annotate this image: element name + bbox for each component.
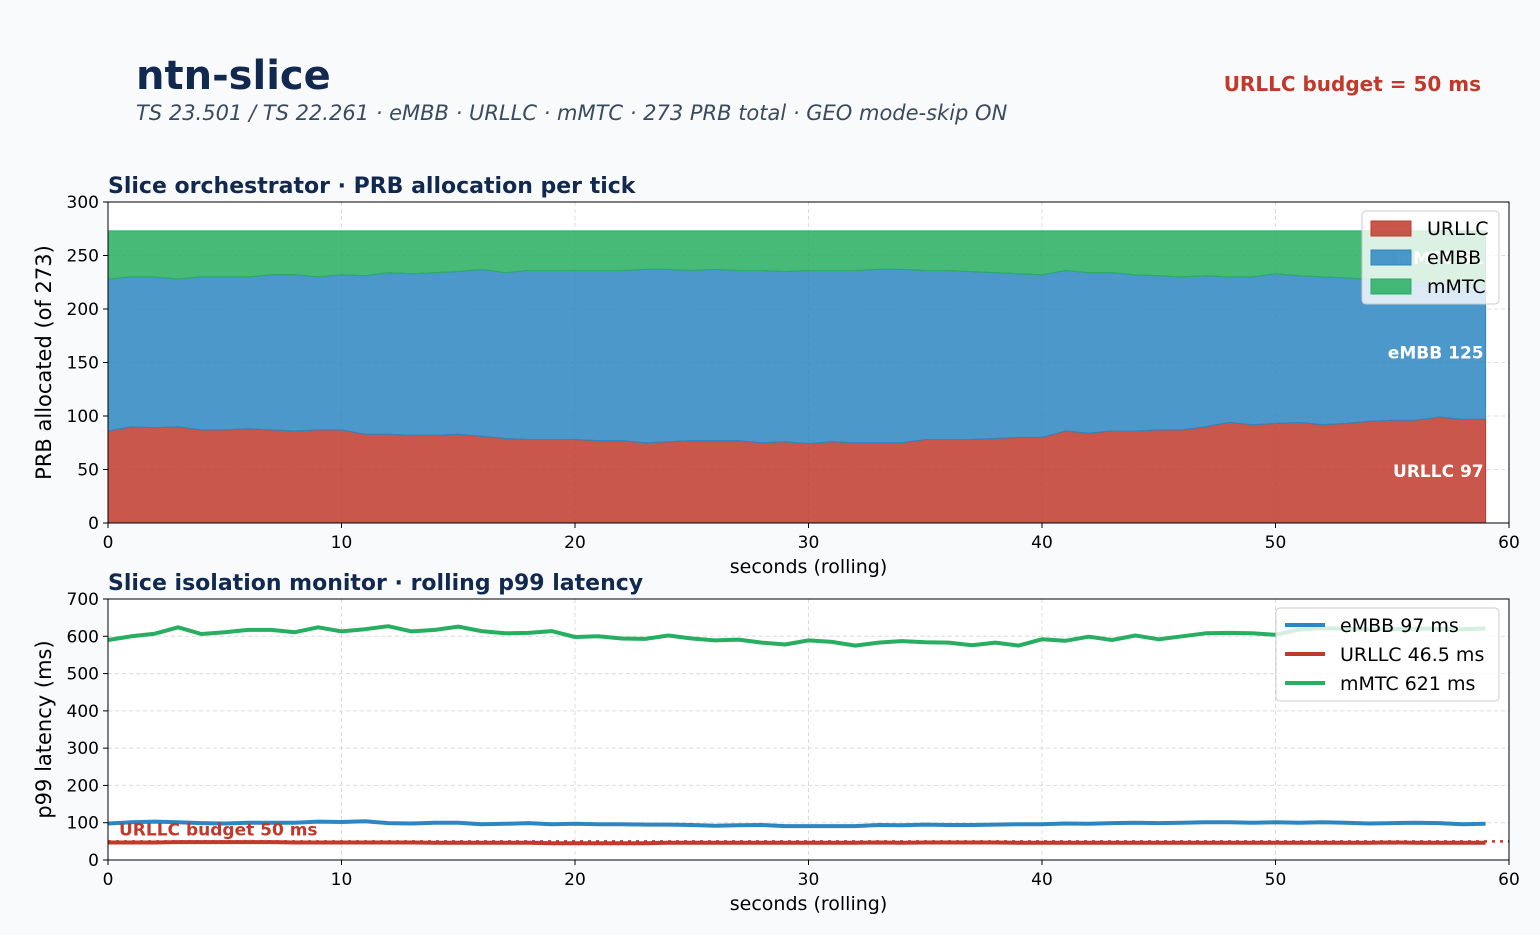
y-axis-label: PRB allocated (of 273) [32, 245, 56, 480]
latency-chart: URLLC budget 50 ms0 10 20 30 40 50 60010020030… [32, 571, 1520, 915]
chart-title: Slice orchestrator · PRB allocation per … [108, 174, 637, 199]
urllc-budget-label: URLLC budget = 50 ms [1223, 72, 1481, 96]
x-tick-label: 60 [1498, 870, 1520, 890]
y-axis-label: p99 latency (ms) [32, 640, 56, 818]
y-tick-label: 700 [67, 590, 99, 610]
y-tick-label: 300 [67, 739, 99, 759]
y-tick-label: 200 [67, 776, 99, 796]
legend-label: eMBB [1427, 247, 1481, 269]
legend-box [1275, 607, 1500, 702]
legend-label: eMBB 97 ms [1340, 615, 1459, 637]
end-label-urllc: URLLC 97 [1393, 462, 1484, 482]
y-tick-label: 300 [67, 193, 99, 213]
x-tick-label: 10 [331, 870, 353, 890]
y-tick-label: 200 [67, 300, 99, 320]
x-tick-label: 10 [331, 533, 353, 553]
y-tick-label: 250 [67, 247, 99, 267]
x-tick-label: 60 [1498, 533, 1520, 553]
page-subtitle: TS 23.501 / TS 22.261 · eMBB · URLLC · m… [136, 101, 1008, 125]
page-title: ntn-slice [136, 53, 331, 99]
y-tick-label: 100 [67, 814, 99, 834]
legend-label: mMTC [1427, 276, 1486, 298]
y-tick-label: 600 [67, 627, 99, 647]
budget-label: URLLC budget 50 ms [119, 820, 318, 840]
x-tick-label: 30 [798, 870, 820, 890]
x-tick-label: 50 [1265, 870, 1287, 890]
legend-swatch [1370, 278, 1412, 295]
legend-swatch [1370, 220, 1412, 237]
y-tick-label: 0 [88, 514, 99, 534]
legend-label: mMTC 621 ms [1340, 673, 1475, 695]
y-tick-label: 400 [67, 702, 99, 722]
x-tick-label: 40 [1031, 870, 1053, 890]
series-line [108, 840, 1486, 846]
x-tick-label: 20 [564, 870, 586, 890]
y-tick-label: 100 [67, 407, 99, 427]
x-axis-label: seconds (rolling) [730, 893, 887, 915]
x-tick-label: 20 [564, 533, 586, 553]
end-label-embb: eMBB 125 [1388, 343, 1484, 363]
y-tick-label: 150 [67, 354, 99, 374]
x-tick-label: 40 [1031, 533, 1053, 553]
y-tick-label: 500 [67, 665, 99, 685]
chart-title: Slice isolation monitor · rolling p99 la… [108, 571, 643, 596]
x-axis-label: seconds (rolling) [730, 556, 887, 578]
y-tick-label: 0 [88, 851, 99, 871]
legend-swatch [1370, 249, 1412, 266]
x-tick-label: 50 [1265, 533, 1287, 553]
legend-label: URLLC 46.5 ms [1340, 644, 1484, 666]
series-line [107, 819, 1486, 829]
x-tick-label: 0 [103, 870, 114, 890]
legend-label: URLLC [1427, 218, 1489, 240]
x-tick-label: 30 [798, 533, 820, 553]
series-line [107, 624, 1486, 648]
area-embb [107, 268, 1487, 445]
y-tick-label: 50 [77, 461, 99, 481]
x-tick-label: 0 [103, 533, 114, 553]
